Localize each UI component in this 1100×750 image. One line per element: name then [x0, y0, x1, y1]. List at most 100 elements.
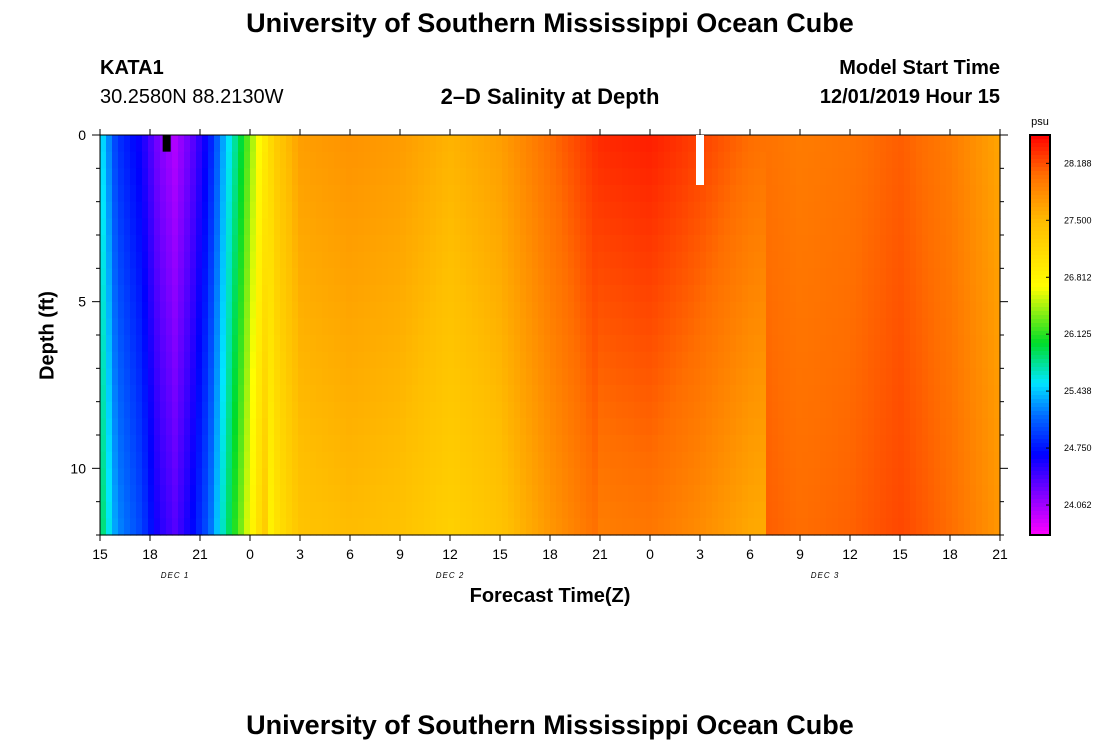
- heatmap-cell: [256, 168, 263, 186]
- heatmap-cell: [826, 401, 833, 419]
- heatmap-cell: [568, 218, 575, 236]
- heatmap-cell: [814, 468, 821, 486]
- heatmap-cell: [244, 468, 251, 486]
- heatmap-cell: [634, 468, 641, 486]
- heatmap-cell: [946, 351, 953, 369]
- heatmap-cell: [232, 285, 239, 303]
- heatmap-cell: [340, 368, 347, 386]
- heatmap-cell: [286, 151, 293, 169]
- heatmap-cell: [946, 418, 953, 436]
- heatmap-cell: [724, 485, 731, 503]
- heatmap-cell: [124, 251, 131, 269]
- heatmap-cell: [328, 335, 335, 353]
- heatmap-cell: [256, 285, 263, 303]
- heatmap-cell: [958, 235, 965, 253]
- heatmap-cell: [646, 285, 653, 303]
- heatmap-cell: [430, 335, 437, 353]
- heatmap-cell: [514, 151, 521, 169]
- heatmap-cell: [208, 151, 215, 169]
- heatmap-cell: [262, 318, 269, 336]
- heatmap-cell: [682, 368, 689, 386]
- heatmap-cell: [478, 168, 485, 186]
- heatmap-cell: [226, 468, 233, 486]
- heatmap-cell: [202, 518, 209, 536]
- heatmap-cell: [730, 268, 737, 286]
- heatmap-cell: [916, 168, 923, 186]
- heatmap-cell: [544, 485, 551, 503]
- heatmap-cell: [196, 518, 203, 536]
- heatmap-cell: [634, 318, 641, 336]
- heatmap-cell: [388, 485, 395, 503]
- heatmap-cell: [562, 385, 569, 403]
- heatmap-cell: [394, 501, 401, 519]
- heatmap-cell: [268, 235, 275, 253]
- heatmap-cell: [358, 201, 365, 219]
- heatmap-cell: [484, 301, 491, 319]
- heatmap-cell: [232, 135, 239, 153]
- heatmap-cell: [148, 285, 155, 303]
- heatmap-cell: [112, 468, 119, 486]
- heatmap-cell: [808, 368, 815, 386]
- heatmap-cell: [370, 185, 377, 203]
- heatmap-cell: [484, 168, 491, 186]
- heatmap-cell: [112, 368, 119, 386]
- heatmap-cell: [118, 185, 125, 203]
- heatmap-cell: [508, 218, 515, 236]
- heatmap-cell: [472, 185, 479, 203]
- heatmap-cell: [628, 435, 635, 453]
- heatmap-cell: [406, 401, 413, 419]
- heatmap-cell: [418, 135, 425, 153]
- heatmap-cell: [478, 468, 485, 486]
- heatmap-cell: [598, 451, 605, 469]
- heatmap-cell: [532, 418, 539, 436]
- heatmap-cell: [508, 518, 515, 536]
- colorbar-cell: [1030, 251, 1050, 256]
- heatmap-cell: [472, 468, 479, 486]
- heatmap-cell: [220, 351, 227, 369]
- heatmap-cell: [796, 385, 803, 403]
- heatmap-cell: [874, 168, 881, 186]
- heatmap-cell: [364, 301, 371, 319]
- heatmap-cell: [490, 251, 497, 269]
- heatmap-cell: [784, 268, 791, 286]
- heatmap-cell: [754, 351, 761, 369]
- heatmap-cell: [772, 368, 779, 386]
- heatmap-cell: [220, 151, 227, 169]
- colorbar-cell: [1030, 403, 1050, 408]
- heatmap-cell: [856, 368, 863, 386]
- heatmap-cell: [118, 451, 125, 469]
- heatmap-cell: [688, 351, 695, 369]
- heatmap-cell: [814, 135, 821, 153]
- heatmap-cell: [178, 218, 185, 236]
- heatmap-cell: [124, 518, 131, 536]
- heatmap-cell: [478, 385, 485, 403]
- heatmap-cell: [514, 385, 521, 403]
- heatmap-cell: [898, 168, 905, 186]
- heatmap-cell: [724, 185, 731, 203]
- heatmap-cell: [628, 185, 635, 203]
- heatmap-cell: [904, 151, 911, 169]
- heatmap-cell: [358, 301, 365, 319]
- heatmap-cell: [208, 335, 215, 353]
- heatmap-cell: [472, 235, 479, 253]
- heatmap-cell: [412, 135, 419, 153]
- heatmap-cell: [988, 251, 995, 269]
- heatmap-cell: [802, 235, 809, 253]
- y-tick-label: 10: [70, 460, 86, 476]
- heatmap-cell: [976, 468, 983, 486]
- heatmap-cell: [922, 185, 929, 203]
- heatmap-cell: [940, 385, 947, 403]
- heatmap-cell: [916, 301, 923, 319]
- heatmap-cell: [886, 418, 893, 436]
- heatmap-cell: [946, 218, 953, 236]
- heatmap-cell: [406, 435, 413, 453]
- heatmap-cell: [772, 251, 779, 269]
- heatmap-cell: [262, 168, 269, 186]
- heatmap-cell: [832, 518, 839, 536]
- heatmap-cell: [598, 201, 605, 219]
- heatmap-cell: [244, 235, 251, 253]
- heatmap-cell: [352, 485, 359, 503]
- heatmap-cell: [748, 218, 755, 236]
- heatmap-cell: [700, 301, 707, 319]
- heatmap-cell: [964, 151, 971, 169]
